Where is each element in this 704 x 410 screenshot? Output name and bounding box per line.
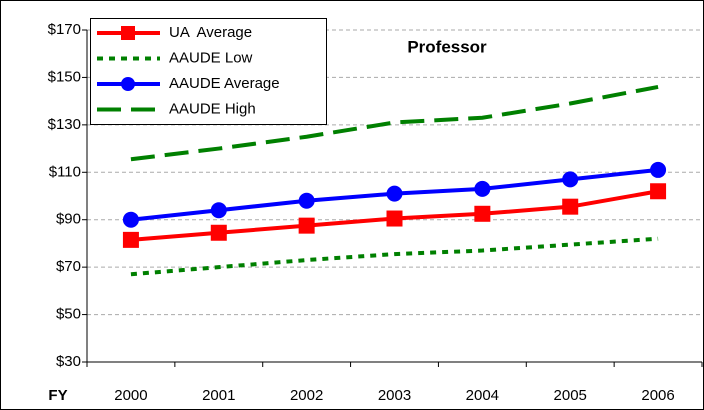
legend-label: UA Average: [169, 24, 252, 41]
y-tick-label: $70: [56, 258, 81, 275]
x-tick-label: 2003: [378, 387, 411, 404]
marker: [650, 161, 667, 178]
marker: [650, 183, 667, 200]
series-line: [130, 236, 659, 277]
x-tick-label: 2001: [202, 387, 235, 404]
y-tick-label: $30: [56, 353, 81, 370]
legend: UA Average AAUDE Low AAUDE Average AAUDE Hi…: [90, 18, 327, 125]
marker: [122, 231, 139, 248]
y-tick-label: $150: [48, 68, 81, 85]
x-axis-label: FY: [48, 387, 67, 404]
legend-marker: [121, 77, 135, 91]
marker: [386, 210, 403, 227]
x-tick-label: 2000: [114, 387, 147, 404]
marker: [474, 205, 491, 222]
marker: [298, 217, 315, 234]
y-tick-label: $130: [48, 116, 81, 133]
legend-marker: [121, 26, 135, 40]
marker: [474, 180, 491, 197]
x-tick-label: 2002: [290, 387, 323, 404]
marker: [562, 198, 579, 215]
x-tick-label: 2006: [641, 387, 674, 404]
legend-label: AAUDE High: [169, 100, 256, 117]
marker: [122, 211, 139, 228]
marker: [386, 185, 403, 202]
x-tick-label: 2005: [554, 387, 587, 404]
series-line: [130, 84, 659, 162]
y-tick-label: $50: [56, 306, 81, 323]
marker: [562, 171, 579, 188]
marker: [298, 192, 315, 209]
y-tick-label: $170: [48, 21, 81, 38]
x-tick-label: 2004: [466, 387, 499, 404]
chart-title: Professor: [407, 37, 487, 56]
legend-label: AAUDE Low: [169, 49, 253, 66]
legend-label: AAUDE Average: [169, 75, 280, 92]
y-tick-label: $110: [49, 163, 81, 180]
marker: [210, 202, 227, 219]
marker: [210, 224, 227, 241]
y-tick-label: $90: [56, 211, 81, 228]
